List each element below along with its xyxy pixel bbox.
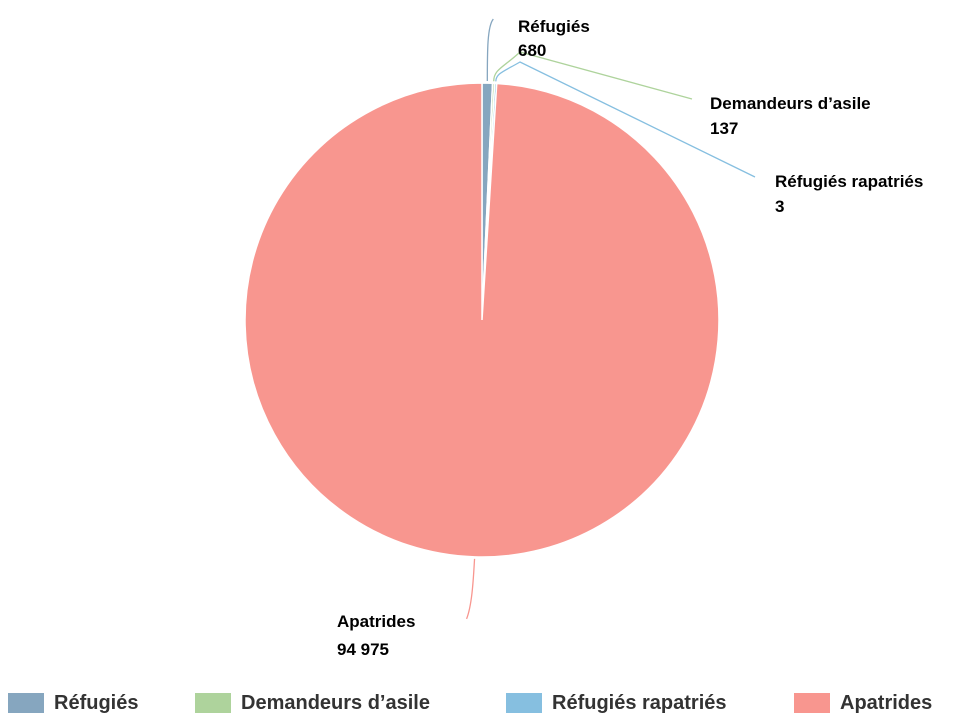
data-label-apatrides-name: Apatrides	[337, 612, 415, 631]
legend-item-refugies[interactable]: Réfugiés	[8, 688, 138, 718]
legend-item-rapatries[interactable]: Réfugiés rapatriés	[506, 688, 727, 718]
legend-swatch-rapatries	[506, 693, 542, 713]
data-label-refugies-name: Réfugiés	[518, 17, 590, 36]
legend-label-apatrides: Apatrides	[840, 691, 933, 714]
pie-slices	[244, 82, 720, 558]
data-label-demandeurs-name: Demandeurs d’asile	[710, 94, 871, 113]
data-label-demandeurs-value: 137	[710, 119, 738, 138]
leader-line-demandeurs	[493, 51, 693, 100]
leader-line-refugies	[486, 18, 494, 82]
data-label-rapatries-value: 3	[775, 197, 784, 216]
legend-swatch-apatrides	[794, 693, 830, 713]
leader-line-rapatries	[495, 61, 756, 178]
pie-slice-apatrides[interactable]	[244, 82, 720, 558]
data-label-refugies-value: 680	[518, 41, 546, 60]
pie-chart: Réfugiés 680 Demandeurs d’asile 137 Réfu…	[244, 17, 923, 659]
legend-swatch-demandeurs	[195, 693, 231, 713]
leader-line-apatrides	[465, 558, 476, 620]
legend-label-demandeurs: Demandeurs d’asile	[241, 691, 430, 714]
legend-label-rapatries: Réfugiés rapatriés	[552, 691, 727, 714]
data-labels: Réfugiés 680 Demandeurs d’asile 137 Réfu…	[337, 17, 923, 659]
data-label-rapatries-name: Réfugiés rapatriés	[775, 172, 923, 191]
legend-item-apatrides[interactable]: Apatrides	[794, 688, 932, 718]
data-label-apatrides-value: 94 975	[337, 640, 389, 659]
chart-legend: Réfugiés Demandeurs d’asile Réfugiés rap…	[0, 688, 970, 718]
leader-lines	[465, 18, 756, 620]
legend-label-refugies: Réfugiés	[54, 691, 139, 714]
legend-swatch-refugies	[8, 693, 44, 713]
legend-item-demandeurs[interactable]: Demandeurs d’asile	[195, 688, 430, 718]
